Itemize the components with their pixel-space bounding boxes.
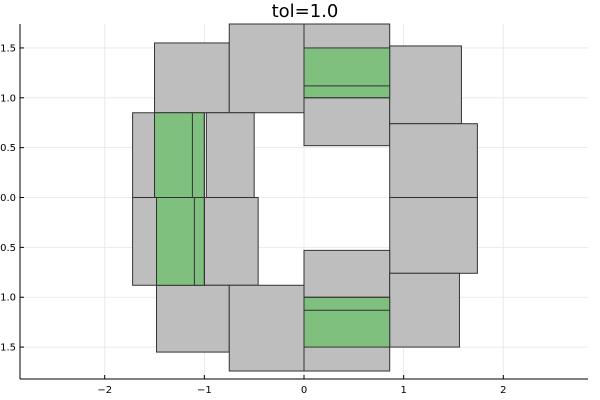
green-box — [156, 197, 205, 286]
green-box — [154, 112, 205, 199]
gray-box — [228, 284, 305, 372]
gray-box — [228, 23, 305, 114]
green-box — [303, 296, 391, 348]
y-tick-label: 1.5 — [0, 343, 16, 354]
x-tick-label: 1 — [400, 385, 406, 396]
y-tick-label: 1.0 — [0, 293, 16, 304]
y-tick-label: 1.5 — [0, 43, 16, 54]
tick-labels: −2 −1 0 1 2 1.5 1.0 0.5 0.0 0.5 1.0 1.5 — [0, 43, 506, 396]
y-tick-label: 0.5 — [0, 243, 16, 254]
x-tick-label: −1 — [197, 385, 212, 396]
gray-box — [203, 197, 259, 286]
x-tick-label: 2 — [500, 385, 506, 396]
gray-box — [389, 123, 478, 199]
gray-box — [132, 112, 156, 199]
green-box — [303, 47, 391, 99]
gray-box — [389, 272, 460, 348]
inner-lines — [132, 85, 478, 311]
y-tick-label: 0.0 — [0, 193, 16, 204]
axes — [19, 24, 588, 380]
x-tick-label: −2 — [97, 385, 112, 396]
gray-box — [132, 197, 158, 286]
chart-title: tol=1.0 — [272, 1, 339, 22]
y-tick-label: 1.0 — [0, 93, 16, 104]
gray-box — [389, 45, 462, 125]
gray-box — [389, 197, 478, 274]
gray-box — [156, 284, 230, 353]
y-tick-label: 0.5 — [0, 143, 16, 154]
gray-box — [154, 42, 230, 114]
x-tick-label: 0 — [301, 385, 307, 396]
plot-boxes — [132, 23, 478, 372]
gray-box — [205, 112, 255, 199]
